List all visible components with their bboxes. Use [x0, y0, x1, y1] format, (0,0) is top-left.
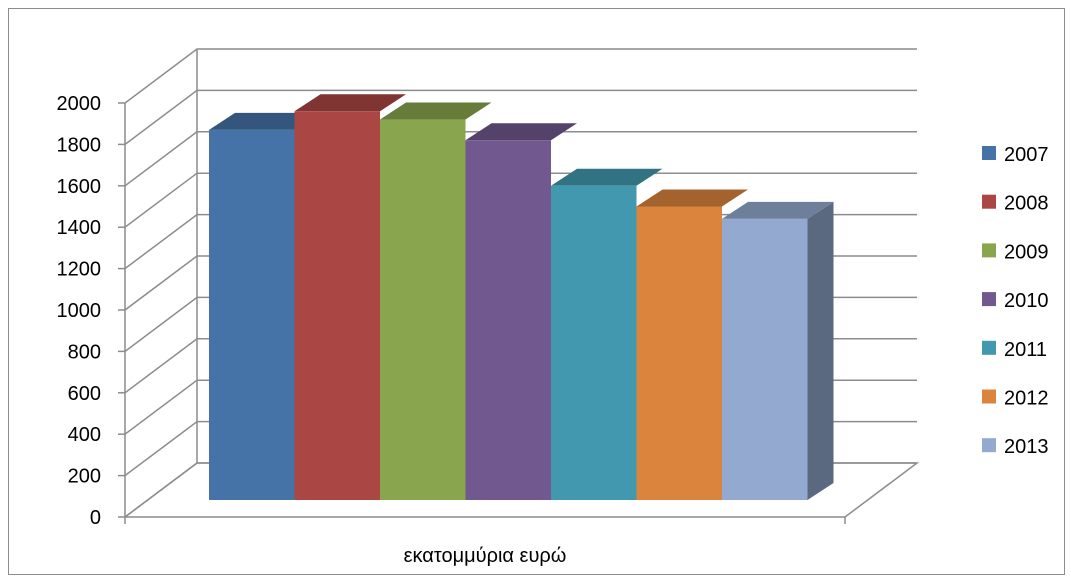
legend: 2007 2008 2009 2010 2011 2012 2013	[982, 144, 1049, 458]
bars	[209, 94, 834, 501]
y-tick-label: 600	[68, 383, 101, 405]
bar-top-face	[722, 201, 834, 219]
legend-label: 2012	[1004, 388, 1049, 410]
bar-front-face	[722, 218, 808, 501]
legend-label: 2008	[1004, 193, 1049, 215]
bar-front-face	[636, 206, 722, 500]
bar-front-face	[551, 185, 637, 501]
category-label: εκατομμύρια ευρώ	[404, 545, 567, 567]
legend-label: 2007	[1004, 144, 1049, 166]
y-tick-label: 2000	[57, 93, 102, 115]
legend-label: 2010	[1004, 290, 1049, 312]
bar-front-face	[465, 140, 551, 500]
bar-2010	[465, 123, 577, 500]
bar-2007	[209, 112, 321, 500]
bar-top-face	[636, 189, 748, 207]
y-tick-label: 800	[68, 341, 101, 363]
y-tick-label: 200	[68, 466, 101, 488]
bar-2008	[294, 94, 406, 500]
legend-swatch	[982, 292, 996, 307]
legend-swatch	[982, 146, 996, 160]
gridline	[124, 89, 917, 145]
bar-top-face	[209, 112, 321, 130]
bar-front-face	[209, 129, 295, 500]
bar-2011	[551, 168, 663, 501]
gridline	[124, 172, 917, 228]
y-tick-label: 1000	[57, 300, 102, 322]
bar-top-face	[294, 94, 406, 112]
gridline	[124, 131, 917, 187]
legend-label: 2009	[1004, 241, 1049, 263]
y-tick-label: 1400	[57, 217, 102, 239]
legend-swatch	[982, 438, 996, 453]
bar-top-face	[551, 168, 663, 186]
legend-swatch	[982, 194, 996, 209]
gridline	[124, 48, 917, 104]
bar-2009	[380, 102, 492, 500]
y-axis-ticks: 0 200 400 600 800 1000 1200 1400 1600 1800 2000	[57, 93, 125, 529]
bar-front-face	[294, 111, 380, 500]
y-tick-label: 1200	[57, 259, 102, 281]
legend-label: 2011	[1004, 339, 1047, 361]
legend-swatch	[982, 243, 996, 258]
bar-front-face	[380, 119, 466, 500]
y-tick-label: 0	[90, 507, 101, 529]
bar-top-face	[380, 102, 492, 120]
legend-swatch	[982, 340, 996, 355]
legend-label: 2013	[1004, 436, 1049, 458]
y-tick-label: 1600	[57, 176, 102, 198]
legend-swatch	[982, 389, 996, 404]
bar-top-face	[465, 123, 577, 141]
y-tick-label: 400	[68, 424, 101, 446]
bar-side-face	[807, 201, 834, 501]
bar-2013	[722, 201, 834, 501]
y-tick-label: 1800	[57, 134, 102, 156]
bar-2012	[636, 189, 748, 500]
